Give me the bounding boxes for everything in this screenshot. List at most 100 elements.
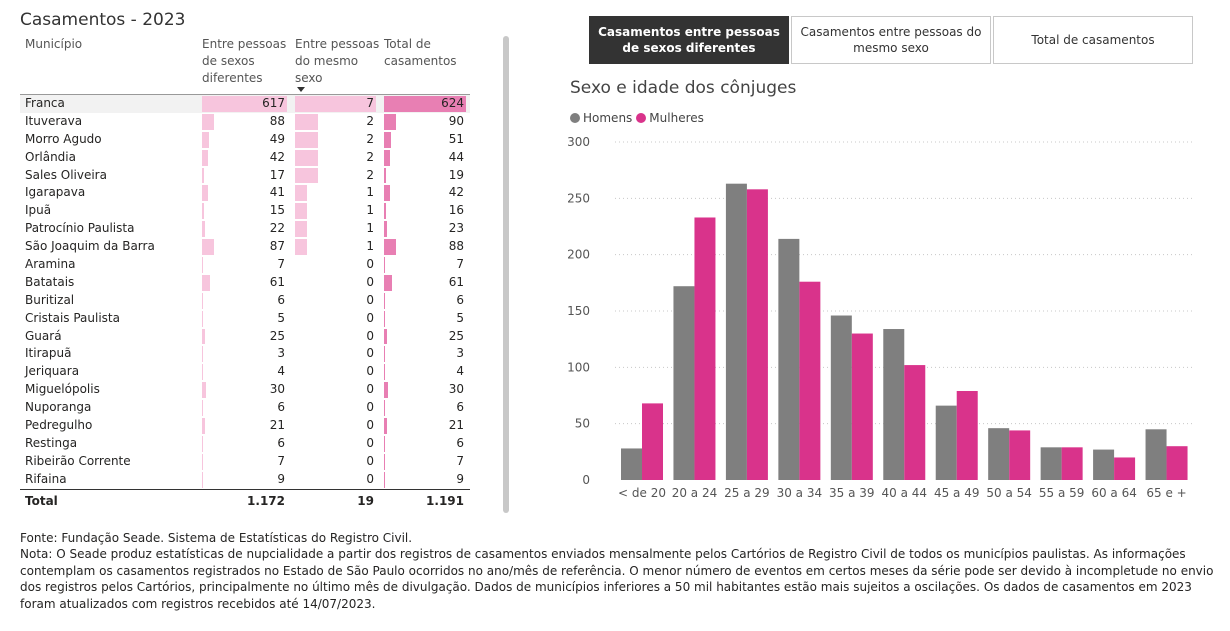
cell-municipio: Sales Oliveira — [25, 167, 107, 182]
table-row[interactable]: Ipuã 15 1 16 — [20, 202, 470, 220]
table-row[interactable]: Miguelópolis 30 0 30 — [20, 381, 470, 399]
x-tick-label: 35 a 39 — [829, 486, 875, 500]
table-row[interactable]: Itirapuã 3 0 3 — [20, 345, 470, 363]
y-tick-label: 250 — [567, 191, 590, 205]
x-tick-label: 55 a 59 — [1039, 486, 1085, 500]
y-tick-label: 50 — [575, 417, 590, 431]
cell-bar-total — [384, 435, 385, 452]
cell-mesmo: 7 — [295, 95, 376, 113]
footnote-nota: Nota: O Seade produz estatísticas de nup… — [20, 547, 1214, 611]
cell-diferentes: 17 — [202, 167, 287, 185]
cell-mesmo: 0 — [295, 471, 376, 489]
cell-value-diferentes: 4 — [277, 364, 285, 379]
cell-value-diferentes: 5 — [277, 310, 285, 325]
cell-mesmo: 0 — [295, 310, 376, 328]
table-row[interactable]: Ituverava 88 2 90 — [20, 113, 470, 131]
header-sexos-diferentes[interactable]: Entre pessoas de sexos diferentes — [202, 37, 287, 85]
table-row[interactable]: São Joaquim da Barra 87 1 88 — [20, 238, 470, 256]
cell-value-total: 61 — [448, 274, 464, 289]
caret-down-icon[interactable] — [297, 87, 305, 92]
legend-item-homens[interactable]: Homens — [570, 111, 632, 125]
cell-value-mesmo: 0 — [366, 274, 374, 289]
table-row[interactable]: Franca 617 7 624 — [20, 95, 470, 113]
cell-bar-diferentes — [202, 257, 203, 273]
cell-value-diferentes: 41 — [269, 185, 285, 200]
tab-total[interactable]: Total de casamentos — [993, 16, 1193, 64]
table-row[interactable]: Buritizal 6 0 6 — [20, 292, 470, 310]
header-municipio[interactable]: Município — [25, 37, 83, 51]
table-row[interactable]: Aramina 7 0 7 — [20, 256, 470, 274]
table-row[interactable]: Pedregulho 21 0 21 — [20, 417, 470, 435]
bar-mulheres — [1061, 447, 1083, 480]
cell-diferentes: 41 — [202, 184, 287, 202]
cell-bar-total — [384, 185, 390, 202]
table-scrollbar[interactable] — [503, 36, 509, 513]
cell-bar-total — [384, 453, 385, 470]
cell-bar-total — [384, 167, 387, 184]
cell-bar-total — [384, 96, 466, 112]
cell-bar-total — [384, 471, 386, 488]
table-row[interactable]: Sales Oliveira 17 2 19 — [20, 167, 470, 185]
total-label: Total — [25, 493, 58, 508]
table-row[interactable]: Nuporanga 6 0 6 — [20, 399, 470, 417]
cell-value-mesmo: 0 — [366, 471, 374, 486]
total-mesmo: 19 — [357, 493, 374, 508]
cell-value-total: 21 — [448, 418, 464, 433]
y-tick-label: 200 — [567, 248, 590, 262]
tab-mesmo-sexo[interactable]: Casamentos entre pessoas do mesmo sexo — [791, 16, 991, 64]
cell-diferentes: 22 — [202, 220, 287, 238]
bar-mulheres — [1114, 457, 1136, 480]
y-tick-label: 300 — [567, 135, 590, 149]
cell-value-total: 6 — [456, 400, 464, 415]
cell-municipio: Morro Agudo — [25, 131, 102, 146]
cell-mesmo: 0 — [295, 363, 376, 381]
cell-value-total: 7 — [456, 257, 464, 272]
cell-mesmo: 0 — [295, 274, 376, 292]
table-row[interactable]: Batatais 61 0 61 — [20, 274, 470, 292]
bar-mulheres — [1166, 446, 1188, 480]
cell-value-mesmo: 0 — [366, 328, 374, 343]
total-diferentes: 1.172 — [247, 493, 285, 508]
cell-total: 19 — [384, 167, 466, 185]
chart-legend: Homens Mulheres — [570, 111, 708, 125]
cell-diferentes: 5 — [202, 310, 287, 328]
x-tick-label: 50 a 54 — [986, 486, 1032, 500]
cell-bar-diferentes — [202, 418, 205, 434]
header-mesmo-sexo[interactable]: Entre pessoas do mesmo sexo — [295, 37, 380, 85]
homens-dot-icon — [570, 113, 580, 123]
cell-total: 51 — [384, 131, 466, 149]
cell-value-mesmo: 0 — [366, 346, 374, 361]
tab-sexos-diferentes[interactable]: Casamentos entre pessoas de sexos difere… — [589, 16, 789, 64]
bar-homens — [883, 329, 905, 480]
cell-value-total: 624 — [441, 96, 464, 110]
header-total[interactable]: Total de casamentos — [384, 37, 457, 68]
x-tick-label: 65 e + — [1146, 486, 1186, 500]
mulheres-dot-icon — [636, 113, 647, 123]
cell-bar-mesmo — [295, 167, 319, 184]
table-row[interactable]: Igarapava 41 1 42 — [20, 184, 470, 202]
table-row[interactable]: Orlândia 42 2 44 — [20, 149, 470, 167]
cell-municipio: Franca — [25, 96, 65, 110]
municipios-table: Município Entre pessoas de sexos diferen… — [20, 36, 470, 511]
cell-value-diferentes: 61 — [269, 274, 285, 289]
table-row[interactable]: Morro Agudo 49 2 51 — [20, 131, 470, 149]
cell-value-mesmo: 1 — [366, 221, 374, 236]
legend-item-mulheres[interactable]: Mulheres — [636, 111, 704, 125]
cell-diferentes: 30 — [202, 381, 287, 399]
cell-mesmo: 2 — [295, 149, 376, 167]
table-row[interactable]: Patrocínio Paulista 22 1 23 — [20, 220, 470, 238]
cell-mesmo: 0 — [295, 381, 376, 399]
bar-mulheres — [904, 365, 926, 480]
cell-bar-total — [384, 221, 388, 238]
table-row[interactable]: Rifaina 9 0 9 — [20, 471, 470, 489]
table-row[interactable]: Cristais Paulista 5 0 5 — [20, 310, 470, 328]
bar-mulheres — [694, 217, 716, 480]
table-row[interactable]: Guará 25 0 25 — [20, 328, 470, 346]
cell-bar-mesmo — [295, 131, 319, 148]
cell-mesmo: 0 — [295, 256, 376, 274]
table-row[interactable]: Restinga 6 0 6 — [20, 435, 470, 453]
table-row[interactable]: Ribeirão Corrente 7 0 7 — [20, 453, 470, 471]
table-row[interactable]: Jeriquara 4 0 4 — [20, 363, 470, 381]
cell-municipio: Miguelópolis — [25, 382, 100, 397]
cell-municipio: Patrocínio Paulista — [25, 221, 135, 236]
